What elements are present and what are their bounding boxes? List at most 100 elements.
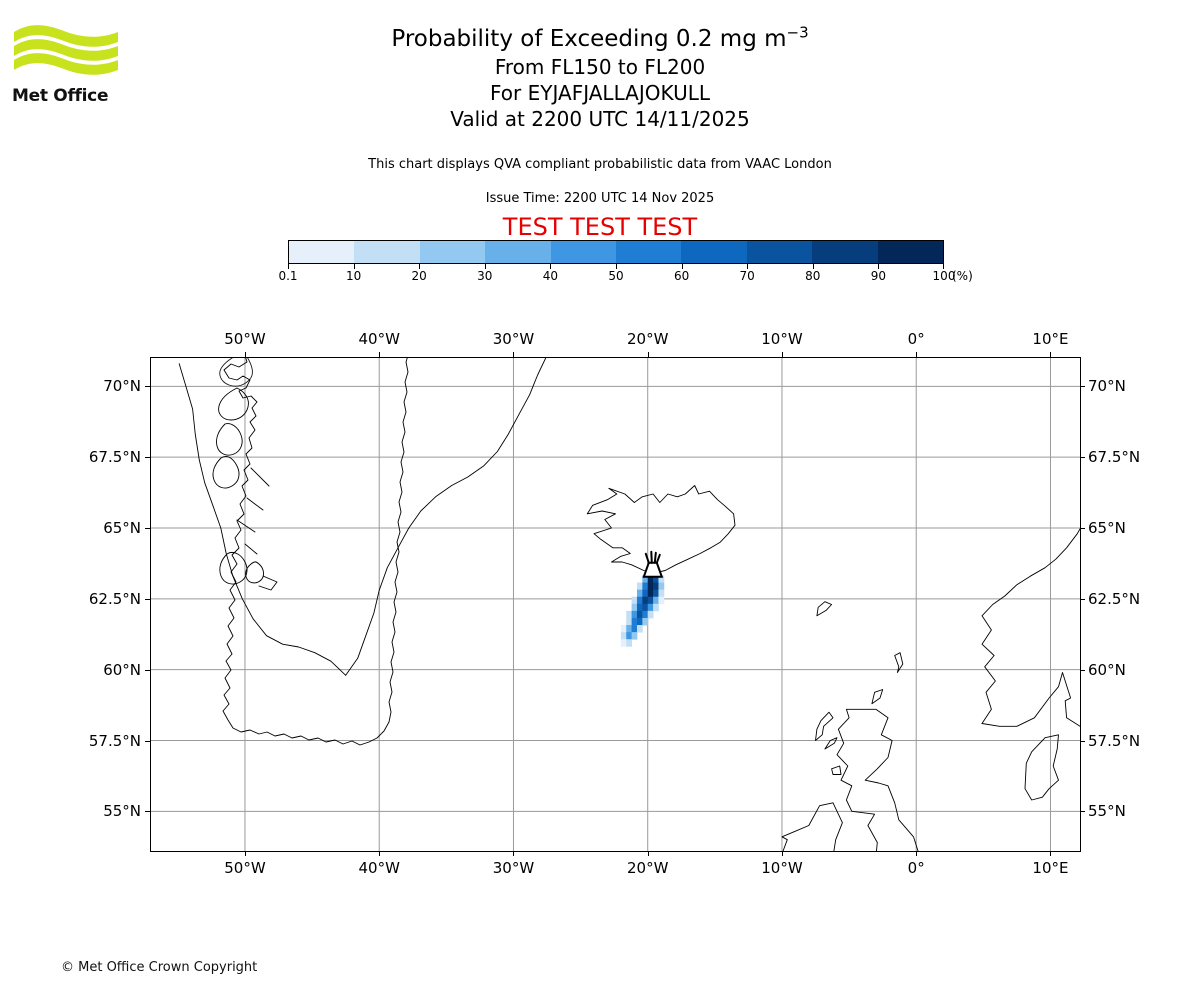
map-canvas bbox=[151, 358, 1080, 851]
colorbar-tick bbox=[878, 264, 880, 269]
ash-cell bbox=[653, 589, 659, 598]
ash-cell bbox=[653, 596, 659, 605]
colorbar-tick-label: 100 bbox=[932, 269, 956, 283]
met-office-logo: Met Office bbox=[12, 22, 120, 114]
lon-tick-label-bottom: 0° bbox=[907, 859, 925, 877]
ash-cell bbox=[642, 610, 649, 619]
ash-cell bbox=[631, 617, 638, 626]
ash-cell bbox=[626, 639, 633, 647]
ash-cell bbox=[647, 589, 654, 598]
ash-cell bbox=[631, 610, 638, 619]
colorbar-segment-2 bbox=[419, 241, 486, 263]
coastline-shetland bbox=[894, 652, 904, 673]
lon-tick-top bbox=[647, 352, 649, 357]
colorbar-tick-labels: 0.1 10 20 30 40 50 60 70 80 90 100 bbox=[278, 269, 955, 285]
logo-waves-icon bbox=[14, 25, 118, 75]
qva-note: This chart displays QVA compliant probab… bbox=[368, 157, 832, 172]
coastline-norway bbox=[981, 528, 1080, 724]
ash-cell bbox=[642, 617, 649, 626]
ash-cell bbox=[636, 625, 643, 633]
ash-cell bbox=[642, 596, 649, 605]
coastline-skye bbox=[824, 737, 838, 750]
ash-cell bbox=[642, 582, 649, 591]
lat-tick-label-right: 60°N bbox=[1088, 660, 1126, 679]
ash-cell bbox=[620, 639, 627, 647]
lon-tick-top bbox=[781, 352, 783, 357]
colorbar-gradient bbox=[288, 240, 944, 264]
lat-tick-label-left: 60°N bbox=[103, 660, 141, 679]
colorbar-tick bbox=[419, 264, 421, 269]
colorbar-segment-3 bbox=[485, 241, 551, 263]
colorbar-tick-label: 70 bbox=[739, 269, 755, 283]
lat-tick-left bbox=[145, 669, 150, 671]
ash-probability-cells bbox=[620, 568, 665, 647]
lat-tick-label-right: 65°N bbox=[1088, 519, 1126, 537]
lon-tick-bot bbox=[244, 851, 246, 856]
colorbar-tick bbox=[812, 264, 814, 269]
colorbar: 0.1 10 20 30 40 50 60 70 80 90 100 (%) bbox=[278, 240, 973, 283]
lat-tick-label-right: 62.5°N bbox=[1088, 589, 1141, 608]
colorbar-tick-label: 0.1 bbox=[278, 269, 298, 283]
lat-tick-right bbox=[1080, 457, 1085, 459]
colorbar-segment-4 bbox=[550, 241, 617, 263]
lon-tick-bot bbox=[781, 851, 783, 856]
coastlines bbox=[212, 358, 409, 746]
colorbar-tick bbox=[288, 264, 289, 269]
map-gridlines bbox=[151, 358, 1080, 851]
lon-tick-top bbox=[379, 352, 381, 357]
colorbar-tick-label: 30 bbox=[477, 269, 493, 283]
lon-tick-top bbox=[1050, 352, 1052, 357]
ash-cell bbox=[620, 632, 627, 640]
coastline-details bbox=[178, 358, 1080, 851]
ash-cell bbox=[653, 603, 659, 612]
map-plot-area[interactable] bbox=[150, 357, 1081, 852]
copyright-text: © Met Office Crown Copyright bbox=[61, 960, 258, 975]
lat-tick-right bbox=[1080, 740, 1085, 742]
lon-tick-label-top: 0° bbox=[907, 330, 925, 348]
volcano-name-line: For EYJAFJALLAJOKULL bbox=[490, 81, 710, 105]
lon-tick-bot bbox=[647, 851, 649, 856]
ash-cell bbox=[636, 610, 643, 619]
lat-tick-left bbox=[145, 740, 150, 742]
ash-cell bbox=[642, 575, 649, 583]
colorbar-tick-label: 80 bbox=[805, 269, 821, 283]
colorbar-segment-6 bbox=[681, 241, 747, 263]
valid-time-line: Valid at 2200 UTC 14/11/2025 bbox=[450, 107, 750, 131]
page-title: Probability of Exceeding 0.2 mg m−3 bbox=[0, 24, 1200, 54]
colorbar-tick-label: 40 bbox=[542, 269, 559, 283]
coastline-orkney bbox=[871, 689, 884, 705]
coastline-denmark bbox=[1024, 734, 1059, 801]
lat-tick-label-left: 62.5°N bbox=[88, 589, 141, 608]
lat-tick-right bbox=[1080, 811, 1085, 813]
lat-tick-left bbox=[145, 528, 150, 529]
colorbar-unit-label: (%) bbox=[952, 269, 973, 283]
ash-cell bbox=[653, 582, 659, 591]
lat-tick-label-right: 57.5°N bbox=[1088, 731, 1141, 750]
coastline-mull bbox=[831, 765, 842, 775]
ash-cell bbox=[647, 603, 654, 612]
lat-tick-label-right: 70°N bbox=[1088, 377, 1126, 396]
coastline-iceland bbox=[586, 485, 736, 574]
ash-cell bbox=[658, 575, 665, 583]
colorbar-tick bbox=[484, 264, 486, 269]
coastline-great-britain bbox=[836, 708, 919, 851]
lon-tick-label-top: 20°W bbox=[627, 330, 669, 348]
lon-tick-top bbox=[916, 352, 918, 357]
lon-tick-label-top: 40°W bbox=[358, 330, 400, 348]
colorbar-tick-label: 20 bbox=[411, 269, 427, 283]
lon-tick-bot bbox=[916, 851, 918, 856]
ash-cell bbox=[647, 610, 654, 619]
lon-tick-top bbox=[513, 352, 515, 357]
ash-cell bbox=[658, 582, 665, 591]
colorbar-ticks bbox=[288, 264, 944, 270]
coastline-greenland-east bbox=[345, 358, 547, 676]
lon-tick-label-top: 10°E bbox=[1032, 330, 1069, 348]
colorbar-tick bbox=[550, 264, 552, 269]
ash-cell bbox=[658, 589, 665, 598]
colorbar-segment-5 bbox=[616, 241, 682, 263]
flight-level-line: From FL150 to FL200 bbox=[494, 55, 706, 79]
coastline-ireland bbox=[781, 802, 843, 851]
lon-tick-label-bottom: 10°W bbox=[761, 859, 803, 877]
ash-cell bbox=[631, 603, 638, 612]
lat-tick-left bbox=[145, 598, 150, 600]
